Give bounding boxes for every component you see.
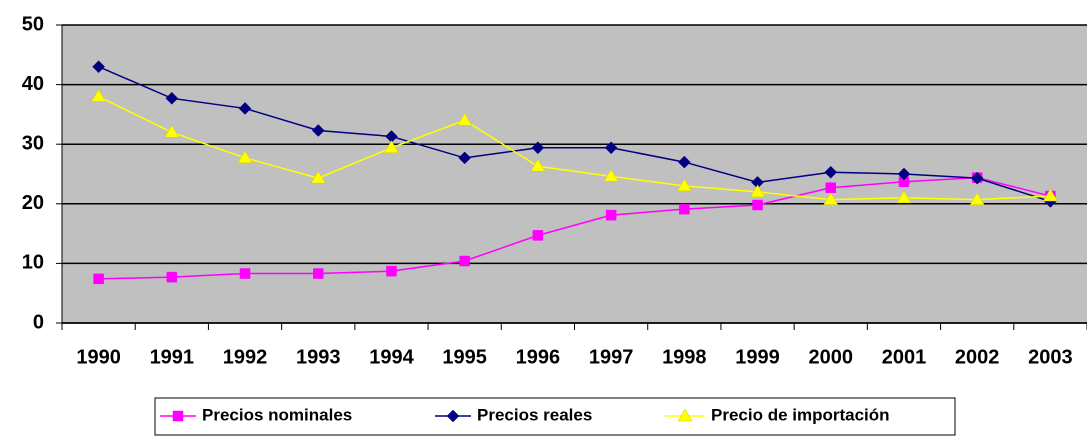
marker xyxy=(896,190,912,204)
x-tick-label: 1997 xyxy=(589,346,634,368)
x-tick-label: 1999 xyxy=(735,346,780,368)
marker xyxy=(970,171,984,185)
marker xyxy=(604,141,618,155)
series-line xyxy=(98,95,1051,201)
marker xyxy=(311,124,325,137)
marker xyxy=(446,409,460,423)
marker xyxy=(459,255,470,267)
plot-area xyxy=(62,25,1087,323)
marker xyxy=(531,141,545,155)
marker xyxy=(93,273,104,285)
x-tick-label: 1996 xyxy=(516,346,561,368)
marker xyxy=(679,203,690,215)
x-tick-label: 1993 xyxy=(296,346,341,368)
marker xyxy=(825,182,836,193)
marker xyxy=(750,184,765,198)
x-tick-label: 1991 xyxy=(150,346,195,368)
marker xyxy=(313,268,324,279)
marker xyxy=(677,408,693,422)
marker xyxy=(605,209,617,221)
marker xyxy=(164,124,180,138)
x-tick-label: 1994 xyxy=(369,346,414,368)
y-tick-label: 10 xyxy=(22,252,44,274)
marker xyxy=(897,167,911,181)
marker xyxy=(166,271,178,283)
series-line xyxy=(98,66,1051,203)
marker xyxy=(239,268,251,279)
y-tick-label: 0 xyxy=(33,311,44,333)
x-tick-label: 2003 xyxy=(1028,346,1073,368)
x-tick-label: 2002 xyxy=(955,346,1000,368)
x-tick-label: 2001 xyxy=(882,346,927,368)
marker xyxy=(1042,188,1058,202)
marker xyxy=(676,178,692,192)
y-tick-label: 40 xyxy=(22,73,44,95)
x-tick-label: 1992 xyxy=(223,346,268,368)
x-tick-label: 1990 xyxy=(76,346,121,368)
marker xyxy=(824,165,838,179)
marker xyxy=(386,265,397,277)
marker xyxy=(458,151,472,165)
marker xyxy=(172,410,184,422)
marker xyxy=(91,89,107,102)
legend-label: Precio de importación xyxy=(711,405,890,424)
marker xyxy=(603,168,619,182)
y-tick-label: 30 xyxy=(22,132,44,154)
marker xyxy=(823,192,839,205)
marker xyxy=(92,60,105,74)
marker xyxy=(530,158,546,172)
series-line xyxy=(98,176,1051,280)
marker xyxy=(457,112,473,126)
legend-box xyxy=(154,397,956,436)
marker xyxy=(384,140,399,154)
marker xyxy=(237,150,253,164)
x-tick-label: 1998 xyxy=(662,346,707,368)
marker xyxy=(752,199,763,211)
legend-label: Precios nominales xyxy=(202,405,352,424)
marker xyxy=(238,102,252,115)
marker xyxy=(969,192,985,205)
x-tick-label: 2000 xyxy=(809,346,854,368)
legend-label: Precios reales xyxy=(477,405,592,424)
y-tick-label: 20 xyxy=(22,192,44,214)
marker xyxy=(677,155,691,169)
y-tick-label: 50 xyxy=(22,13,44,35)
marker xyxy=(532,230,544,241)
marker xyxy=(165,91,179,105)
marker xyxy=(310,170,326,184)
x-tick-label: 1995 xyxy=(442,346,487,368)
